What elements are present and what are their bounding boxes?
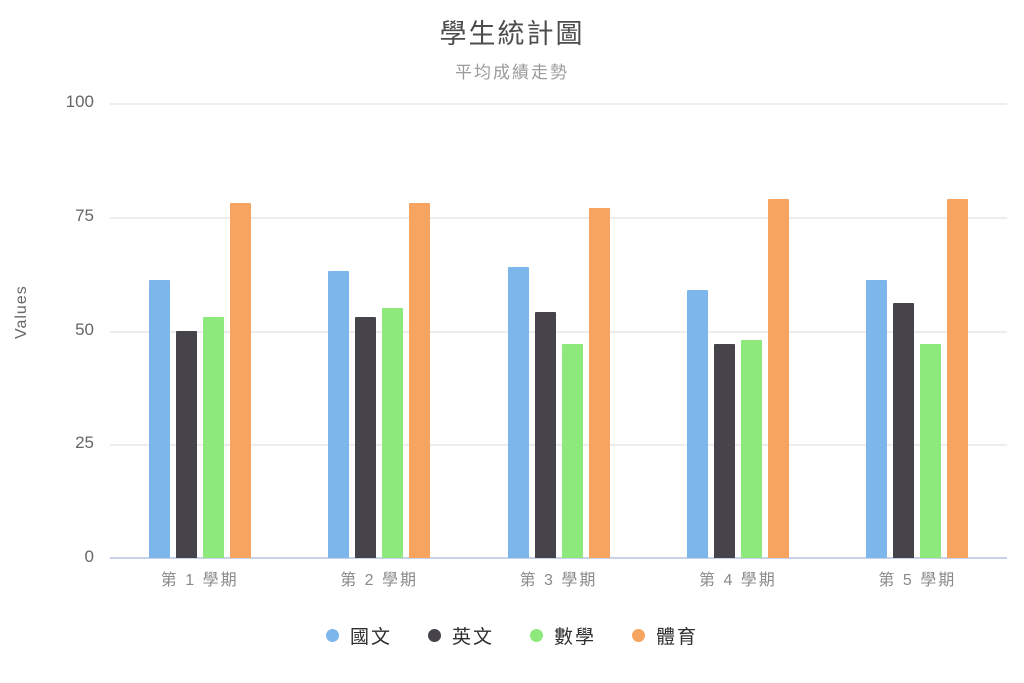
bar-group-2 — [289, 103, 468, 558]
bar-體育-1[interactable] — [229, 203, 251, 558]
y-tick-label-75: 75 — [75, 205, 94, 225]
y-tick-label-100: 100 — [65, 92, 94, 111]
bar-體育-5[interactable] — [947, 198, 969, 558]
chart-title: 學生統計圖 — [439, 19, 585, 49]
x-label-4: 第 4 學期 — [699, 572, 777, 589]
bar-體育-2[interactable] — [409, 203, 431, 558]
bar-英文-4[interactable] — [713, 344, 735, 558]
bar-數學-1[interactable] — [202, 316, 224, 558]
bar-數學-5[interactable] — [920, 344, 942, 558]
y-axis-title: Values — [13, 285, 30, 339]
legend-label: 國文 — [349, 627, 392, 648]
legend-item-數學[interactable]: 數學 — [530, 622, 596, 649]
bar-英文-5[interactable] — [893, 303, 915, 558]
legend-swatch-icon — [427, 629, 441, 642]
chart-subtitle: 平均成績走勢 — [455, 63, 569, 82]
bar-國文-4[interactable] — [686, 289, 708, 558]
bar-英文-1[interactable] — [175, 330, 197, 558]
chart-legend: 國文 英文 數學 體育 — [0, 622, 1024, 649]
bar-數學-3[interactable] — [561, 344, 583, 558]
x-axis-line — [110, 557, 1007, 559]
legend-label: 體育 — [656, 627, 699, 648]
legend-item-英文[interactable]: 英文 — [427, 622, 494, 649]
y-tick-label-0: 0 — [84, 547, 94, 566]
bar-英文-3[interactable] — [534, 312, 556, 558]
bar-體育-4[interactable] — [767, 198, 789, 558]
legend-label: 英文 — [451, 627, 494, 648]
x-label-2: 第 2 學期 — [340, 572, 418, 589]
bar-group-4 — [648, 103, 827, 558]
legend-item-國文[interactable]: 國文 — [325, 622, 392, 649]
x-label-5: 第 5 學期 — [878, 572, 957, 589]
bar-數學-4[interactable] — [740, 339, 762, 558]
bar-國文-5[interactable] — [866, 280, 888, 558]
y-tick-label-25: 25 — [75, 433, 94, 453]
gridline-y-100 — [110, 103, 1007, 105]
legend-swatch-icon — [530, 629, 543, 642]
gridline-y-25 — [110, 444, 1007, 447]
legend-label: 數學 — [554, 627, 597, 648]
legend-swatch-icon — [632, 629, 646, 642]
plot-area: 0 25 50 75 100 — [66, 92, 1007, 566]
bar-國文-3[interactable] — [507, 266, 529, 558]
y-tick-label-50: 50 — [75, 319, 94, 339]
legend-item-體育[interactable]: 體育 — [632, 622, 698, 649]
bar-groups — [110, 103, 1007, 558]
x-label-3: 第 3 學期 — [519, 572, 598, 589]
bar-group-5 — [828, 103, 1007, 558]
bar-數學-2[interactable] — [382, 307, 404, 558]
gridline-y-75 — [110, 216, 1007, 219]
bar-group-1 — [110, 103, 289, 558]
bar-體育-3[interactable] — [588, 207, 610, 558]
legend-swatch-icon — [325, 629, 339, 642]
x-label-1: 第 1 學期 — [160, 572, 239, 589]
x-axis-labels: 第 1 學期 第 2 學期 第 3 學期 第 4 學期 第 5 學期 — [110, 566, 1007, 590]
bar-group-3 — [469, 103, 648, 558]
gridline-y-50 — [110, 330, 1007, 333]
bar-國文-1[interactable] — [148, 280, 170, 558]
bar-英文-2[interactable] — [355, 316, 377, 558]
bar-國文-2[interactable] — [328, 271, 350, 558]
